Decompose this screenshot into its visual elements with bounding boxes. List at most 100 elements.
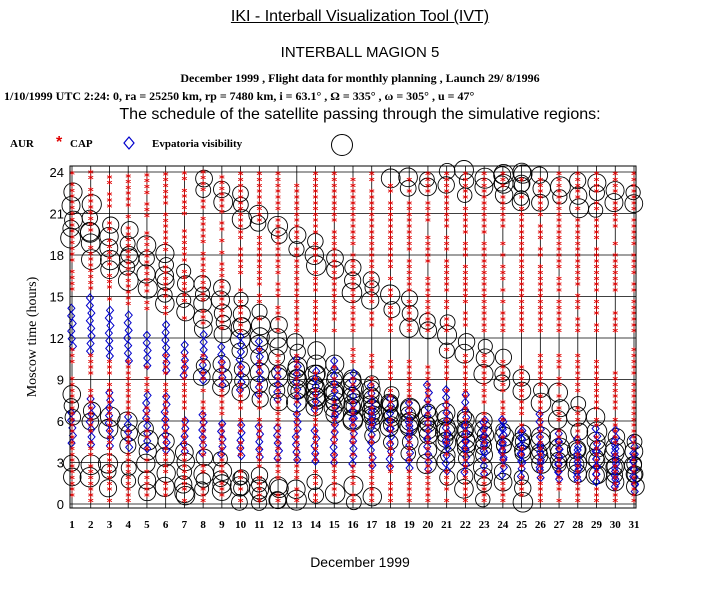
cap-marker: * [294,314,300,327]
cap-marker: * [256,262,262,275]
cap-marker: * [219,271,225,284]
evpatoria-marker [385,461,395,472]
evpatoria-marker [199,329,208,340]
evpatoria-marker [460,421,469,432]
cap-marker: * [69,168,75,181]
cap-marker: * [107,403,113,416]
evpatoria-marker [68,430,78,441]
cap-marker: * [294,397,300,410]
aur-marker [176,292,192,308]
x-tick-label: 29 [591,519,603,531]
cap-marker: * [313,309,319,322]
cap-marker: * [238,415,244,428]
aur-marker [288,241,305,258]
evpatoria-marker [423,449,433,459]
cap-marker: * [182,479,188,492]
evpatoria-marker [162,365,171,376]
aur-marker [512,492,534,513]
evpatoria-marker [123,412,133,422]
evpatoria-marker [330,386,339,397]
cap-marker: * [238,427,244,440]
aur-marker [400,445,416,462]
evpatoria-marker [536,457,545,468]
evpatoria-marker [592,446,602,457]
cap-marker: * [219,172,225,185]
evpatoria-marker [480,438,489,448]
cap-marker: * [313,421,319,434]
evpatoria-marker [237,450,246,461]
evpatoria-marker [330,419,340,430]
evpatoria-marker [460,429,470,439]
aur-marker [212,470,229,487]
x-tick-label: 10 [235,519,247,531]
evpatoria-marker [499,416,508,427]
aur-marker [231,494,248,511]
aur-marker [249,362,270,383]
cap-marker: * [275,192,281,205]
aur-marker [249,215,267,232]
cap-marker: * [88,485,94,498]
aur-marker [120,246,138,264]
aur-marker [119,437,137,454]
aur-marker [383,301,401,319]
y-axis-ticks: 0 3 6 9 12 15 18 21 24 [50,165,64,512]
evpatoria-marker [461,435,470,446]
cap-marker: * [144,269,150,282]
aur-marker [137,278,158,299]
cap-marker: * [275,490,281,503]
cap-marker: * [294,461,300,474]
evpatoria-marker [610,470,619,481]
cap-marker: * [294,227,300,240]
cap-marker: * [388,386,394,399]
cap-marker: * [200,173,206,186]
evpatoria-marker [368,403,377,414]
cap-marker: * [144,182,150,195]
cap-marker: * [182,285,188,298]
cap-marker: * [144,490,150,503]
evpatoria-marker [292,369,301,379]
cap-marker: * [256,450,262,463]
cap-marker: * [313,392,319,405]
aur-marker [232,470,248,486]
evpatoria-marker [218,441,227,452]
chart-legend: AUR * CAP Evpatoria visibility [10,134,370,156]
cap-marker: * [125,200,131,213]
cap-marker: * [406,256,412,269]
evpatoria-marker [143,353,152,363]
cap-marker: * [69,421,75,434]
evpatoria-marker [366,380,375,391]
cap-marker: * [238,285,244,298]
aur-marker [250,347,269,367]
evpatoria-marker [348,383,357,394]
cap-marker: * [69,456,75,469]
cap-marker: * [481,409,487,422]
cap-marker: * [88,467,94,480]
cap-marker: * [219,380,225,393]
aur-marker [552,189,568,205]
cap-marker: * [182,473,188,486]
cap-marker: * [163,409,169,422]
cap-marker: * [313,450,319,463]
cap-marker: * [107,485,113,498]
aur-marker [210,290,230,310]
x-tick-label: 20 [422,519,434,531]
cap-marker: * [107,438,113,451]
evpatoria-marker [480,430,489,441]
cap-marker: * [256,397,262,410]
cap-series: ****************************************… [69,167,637,509]
evpatoria-marker [368,460,377,471]
aur-marker [304,364,326,386]
cap-marker: * [556,169,562,182]
evpatoria-marker [293,416,302,427]
aur-marker [155,293,175,314]
evpatoria-marker [610,481,619,492]
cap-marker: * [238,386,244,399]
aur-marker [286,489,307,511]
cap-marker: * [256,444,262,457]
cap-marker: * [125,177,131,190]
cap-marker: * [200,260,206,273]
cap-marker: * [406,357,412,370]
cap-marker: * [313,444,319,457]
cap-marker: * [107,172,113,185]
cap-marker: * [88,202,94,215]
